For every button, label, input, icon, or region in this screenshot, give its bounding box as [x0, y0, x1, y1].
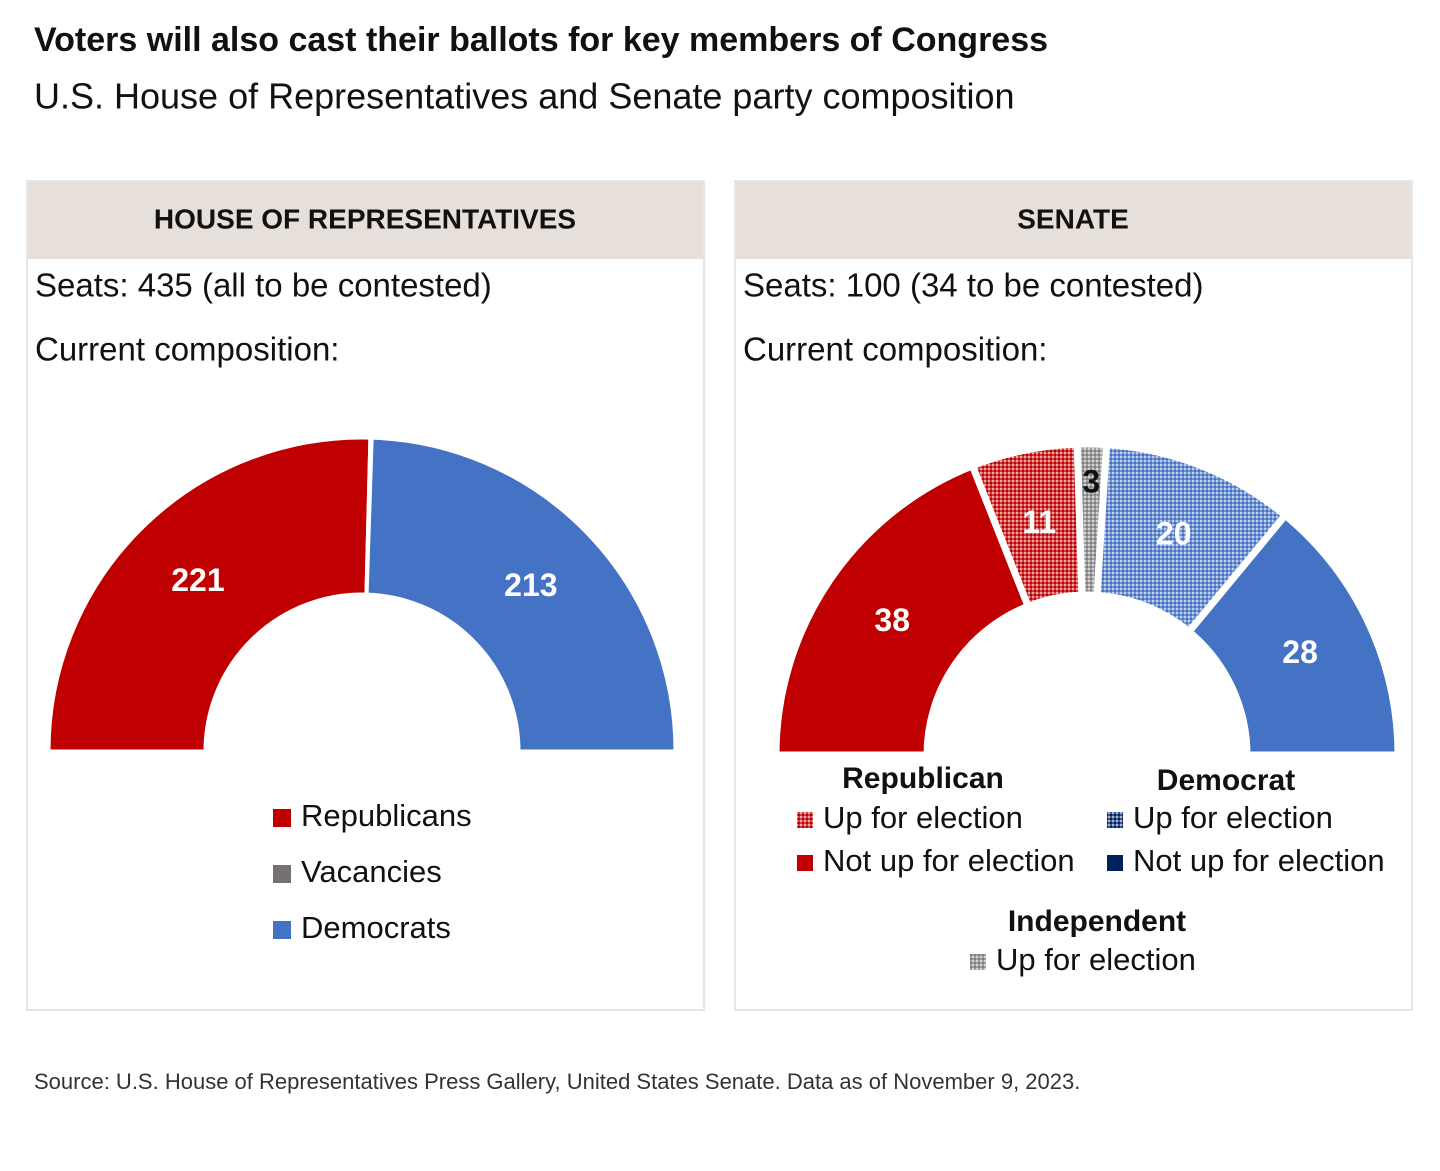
legend-swatch	[797, 812, 813, 828]
composition-text: Current composition:	[35, 331, 339, 368]
legend-label: Up for election	[996, 942, 1196, 977]
source: Source: U.S. House of Representatives Pr…	[34, 1069, 1080, 1094]
data-label: 38	[874, 602, 910, 638]
legend-swatch	[273, 921, 291, 939]
data-label: 3	[1082, 463, 1100, 499]
segment	[772, 461, 1033, 759]
panel-header	[28, 182, 703, 259]
title: Voters will also cast their ballots for …	[34, 21, 1048, 59]
legend-label: Democrats	[301, 910, 451, 945]
panel-heading: SENATE	[1017, 203, 1129, 234]
legend-group: Independent	[1008, 905, 1186, 938]
seats-text: Seats: 435 (all to be contested)	[35, 267, 492, 304]
data-label: 20	[1156, 515, 1192, 551]
legend-swatch	[273, 809, 291, 827]
segment	[1184, 510, 1402, 759]
data-label: 28	[1282, 634, 1318, 670]
legend-swatch	[797, 855, 813, 871]
legend-swatch	[273, 865, 291, 883]
legend-swatch	[1107, 855, 1123, 871]
data-label: 213	[504, 567, 557, 603]
legend-label: Not up for election	[823, 843, 1075, 878]
legend-swatch	[970, 954, 986, 970]
panel-header	[736, 182, 1411, 259]
segment	[47, 436, 372, 753]
legend-label: Vacancies	[301, 854, 442, 889]
seats-text: Seats: 100 (34 to be contested)	[743, 267, 1203, 304]
composition-text: Current composition:	[743, 331, 1047, 368]
data-label: 11	[1022, 504, 1056, 540]
legend-label: Up for election	[1133, 800, 1333, 835]
panel-heading: HOUSE OF REPRESENTATIVES	[154, 203, 576, 234]
legend-group: Republican	[842, 762, 1004, 795]
legend-swatch	[1107, 812, 1123, 828]
data-label: 221	[171, 562, 224, 598]
segment	[365, 436, 677, 753]
legend-label: Up for election	[823, 800, 1023, 835]
subtitle: U.S. House of Representatives and Senate…	[34, 76, 1015, 117]
legend-group: Democrat	[1157, 764, 1295, 797]
legend-label: Not up for election	[1133, 843, 1385, 878]
legend-label: Republicans	[301, 798, 472, 833]
